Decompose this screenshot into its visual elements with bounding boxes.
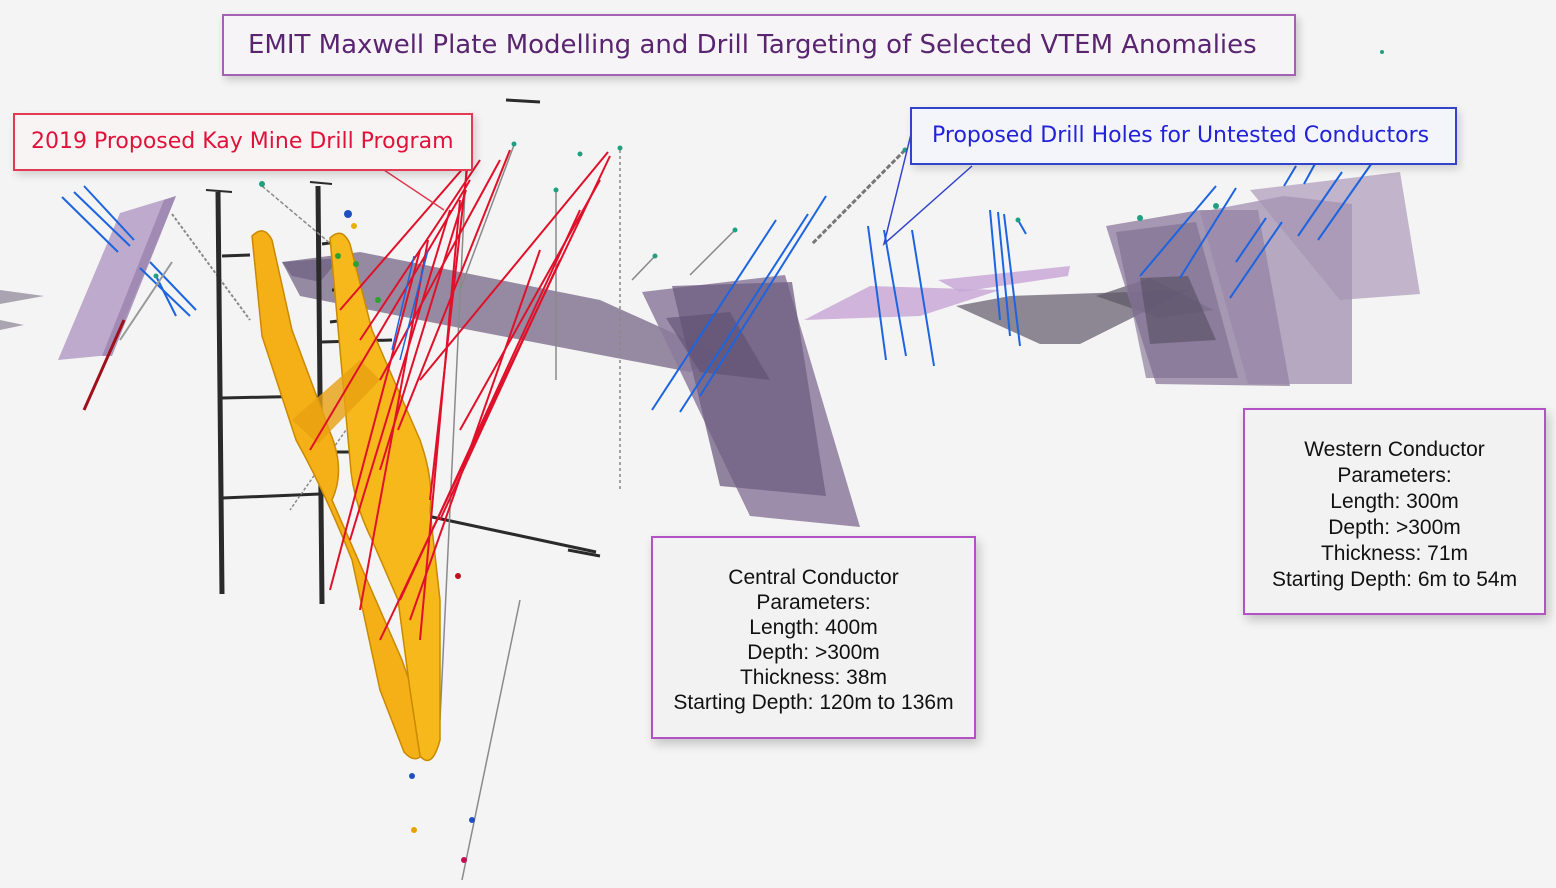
western-length: Length: 300m [1330,490,1459,513]
central-starting-depth: Starting Depth: 120m to 136m [673,691,954,714]
central-conductor-plate [642,275,860,527]
kay-mine-callout: 2019 Proposed Kay Mine Drill Program [13,113,473,171]
figure-title-box: EMIT Maxwell Plate Modelling and Drill T… [222,14,1296,76]
left-edge-plates [0,290,44,330]
western-subheading: Parameters: [1337,464,1452,487]
central-depth: Depth: >300m [747,641,880,664]
central-length: Length: 400m [749,616,878,639]
figure-title: EMIT Maxwell Plate Modelling and Drill T… [248,30,1257,60]
left-grey-hole-2 [119,261,173,341]
left-grey-hole [171,213,251,321]
western-depth: Depth: >300m [1328,516,1461,539]
western-left-plate [58,196,176,360]
untested-conductors-callout: Proposed Drill Holes for Untested Conduc… [910,107,1457,165]
western-conductor-plates [1106,172,1420,386]
western-proposed-holes [1139,159,1375,299]
kay-blue-holes [391,249,429,361]
central-conductor-parameters: Central Conductor Parameters: Length: 40… [651,536,976,739]
left-red-hole [82,319,126,411]
kay-proposed-holes [309,149,611,641]
middle-proposed-holes [867,209,1027,367]
western-heading: Western Conductor [1304,438,1485,461]
kay-callout-leader [383,169,445,211]
kay-mine-callout-label: 2019 Proposed Kay Mine Drill Program [31,129,454,154]
grey-collar-lines [631,148,907,281]
central-proposed-holes [651,195,827,413]
western-conductor-parameters: Western Conductor Parameters: Length: 30… [1243,408,1546,615]
central-sill-plate [282,252,720,372]
left-proposed-holes [61,185,197,317]
central-thickness: Thickness: 38m [739,666,888,689]
untested-callout-leader [882,129,973,247]
untested-conductors-callout-label: Proposed Drill Holes for Untested Conduc… [932,123,1430,148]
central-subheading: Parameters: [756,591,871,614]
central-heading: Central Conductor [728,566,899,589]
western-starting-depth: Starting Depth: 6m to 54m [1271,568,1518,591]
western-thickness: Thickness: 71m [1320,542,1469,565]
